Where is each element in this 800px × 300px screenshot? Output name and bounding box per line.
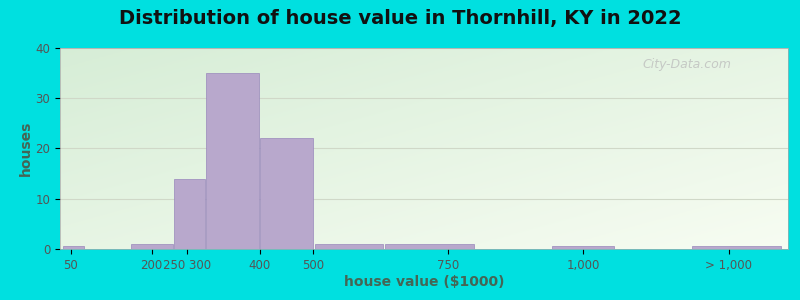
- Bar: [385, 244, 474, 249]
- Bar: [552, 247, 614, 249]
- Bar: [63, 247, 84, 249]
- Bar: [692, 247, 782, 249]
- Bar: [314, 244, 382, 249]
- Text: Distribution of house value in Thornhill, KY in 2022: Distribution of house value in Thornhill…: [118, 9, 682, 28]
- Bar: [130, 244, 173, 249]
- Bar: [206, 73, 258, 249]
- Y-axis label: houses: houses: [18, 121, 33, 176]
- X-axis label: house value ($1000): house value ($1000): [344, 274, 504, 289]
- Bar: [260, 138, 313, 249]
- Text: City-Data.com: City-Data.com: [642, 58, 731, 71]
- Bar: [174, 178, 205, 249]
